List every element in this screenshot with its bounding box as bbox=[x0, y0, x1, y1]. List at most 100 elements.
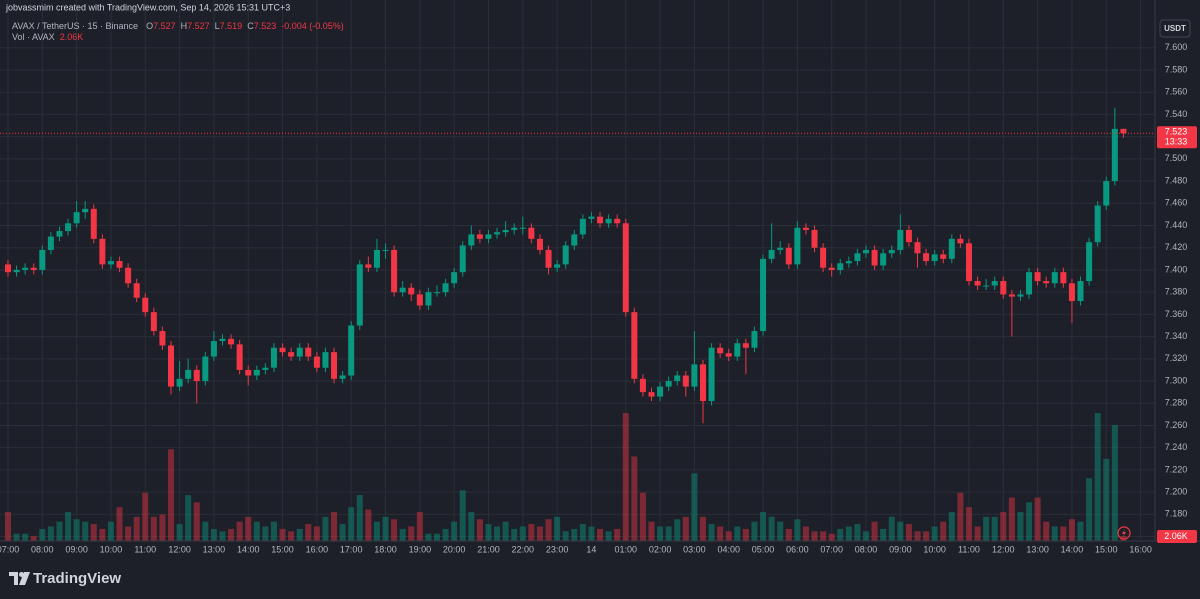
volume-bar bbox=[65, 512, 72, 541]
x-tick-label: 13:00 bbox=[203, 544, 226, 554]
candle-body bbox=[373, 249, 380, 268]
volume-bar bbox=[39, 528, 46, 541]
candle-body bbox=[545, 249, 552, 268]
candle-body bbox=[871, 249, 878, 266]
volume-bar bbox=[313, 526, 320, 541]
y-tick-label: 7.360 bbox=[1165, 309, 1188, 319]
x-tick-label: 04:00 bbox=[717, 544, 740, 554]
ohlc-legend: AVAX / TetherUS · 15 · Binance O7.527 H7.5… bbox=[12, 21, 344, 31]
volume-bar bbox=[502, 521, 509, 541]
y-tick-label: 7.580 bbox=[1165, 64, 1188, 74]
candle-body bbox=[1086, 242, 1093, 282]
candle-body bbox=[65, 223, 72, 232]
candle-body bbox=[1051, 272, 1058, 284]
candle-body bbox=[854, 253, 861, 262]
candle-body bbox=[150, 312, 157, 332]
candle-body bbox=[168, 345, 175, 387]
legend-value: 7.523 bbox=[254, 21, 277, 31]
volume-bar bbox=[348, 507, 355, 541]
volume-bar bbox=[339, 524, 346, 541]
volume-bar bbox=[107, 521, 114, 541]
candle-body bbox=[485, 234, 492, 239]
candle-body bbox=[433, 292, 440, 294]
y-tick-label: 7.240 bbox=[1165, 442, 1188, 452]
candle-body bbox=[682, 375, 689, 387]
volume-bar bbox=[734, 526, 741, 541]
volume-bar bbox=[90, 524, 97, 541]
volume-bar bbox=[699, 516, 706, 541]
volume-bar bbox=[288, 531, 295, 541]
volume-bar bbox=[159, 514, 166, 541]
candle-body bbox=[614, 218, 621, 224]
volume-bar bbox=[228, 528, 235, 541]
candle-body bbox=[425, 292, 432, 306]
candle-body bbox=[820, 247, 827, 268]
volume-bar bbox=[202, 521, 209, 541]
candle-body bbox=[562, 245, 569, 265]
volume-bar bbox=[373, 521, 380, 541]
volume-bar bbox=[974, 526, 981, 541]
candle-body bbox=[1026, 272, 1033, 295]
y-tick-label: 7.400 bbox=[1165, 264, 1188, 274]
volume-bar bbox=[562, 531, 569, 541]
volume-bar bbox=[785, 528, 792, 541]
volume-bar bbox=[133, 516, 140, 541]
y-tick-label: 7.260 bbox=[1165, 420, 1188, 430]
candle-body bbox=[228, 338, 235, 345]
candle-body bbox=[802, 227, 809, 230]
candle-body bbox=[322, 352, 329, 368]
candle-body bbox=[391, 249, 398, 293]
candle-body bbox=[13, 269, 20, 273]
volume-bar bbox=[125, 526, 132, 541]
volume-bar bbox=[614, 528, 621, 541]
candle-body bbox=[785, 247, 792, 265]
candle-body bbox=[305, 347, 312, 357]
candle-body bbox=[99, 238, 106, 265]
event-icon[interactable] bbox=[1117, 526, 1131, 540]
candle-body bbox=[1034, 272, 1041, 282]
volume-bar bbox=[639, 492, 646, 541]
candle-body bbox=[983, 285, 990, 287]
volume-bar bbox=[931, 526, 938, 541]
candle-body bbox=[605, 218, 612, 224]
y-tick-label: 7.500 bbox=[1165, 153, 1188, 163]
volume-bar bbox=[193, 502, 200, 541]
volume-bar bbox=[399, 528, 406, 541]
candle-body bbox=[1120, 128, 1127, 134]
candle-body bbox=[270, 347, 277, 368]
candle-body bbox=[193, 369, 200, 382]
volume-bar bbox=[331, 512, 338, 541]
candle-body bbox=[494, 232, 501, 235]
x-tick-label: 10:00 bbox=[100, 544, 123, 554]
candle-body bbox=[133, 283, 140, 298]
candle-body bbox=[1094, 205, 1101, 243]
x-tick-label: 11:00 bbox=[958, 544, 980, 554]
volume-bar bbox=[828, 533, 835, 541]
candle-body bbox=[451, 272, 458, 284]
volume-bar bbox=[923, 531, 930, 541]
x-tick-label: 17:00 bbox=[340, 544, 363, 554]
candle-body bbox=[331, 352, 338, 379]
volume-bar bbox=[622, 413, 629, 541]
volume-bar bbox=[571, 528, 578, 541]
candle-body bbox=[768, 249, 775, 259]
volume-bar bbox=[391, 519, 398, 541]
volume-bar bbox=[322, 516, 329, 541]
candle-body bbox=[554, 264, 561, 268]
currency[interactable]: USDT bbox=[1164, 24, 1186, 33]
candle-body bbox=[631, 312, 638, 379]
legend-key: O bbox=[146, 21, 153, 31]
volume-bar bbox=[219, 531, 226, 541]
volume-bar bbox=[1008, 497, 1015, 541]
currency-box[interactable] bbox=[1159, 19, 1191, 38]
volume-bar bbox=[914, 531, 921, 541]
candle-body bbox=[674, 375, 681, 382]
x-tick-label: 08:00 bbox=[31, 544, 54, 554]
x-tick-label: 02:00 bbox=[649, 544, 672, 554]
candle-body bbox=[22, 267, 29, 270]
candle-body bbox=[159, 331, 166, 346]
volume-bar bbox=[871, 521, 878, 541]
candle-body bbox=[296, 347, 303, 357]
volume-bar bbox=[1043, 521, 1050, 541]
